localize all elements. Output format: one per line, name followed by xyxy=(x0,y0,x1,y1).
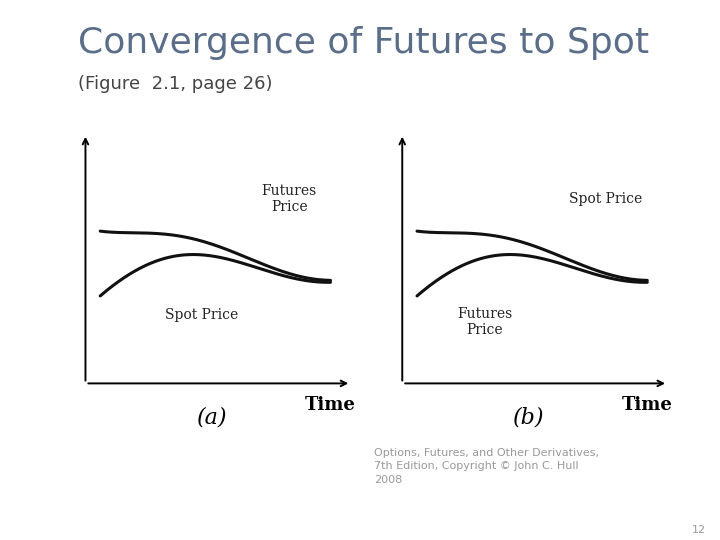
Text: Spot Price: Spot Price xyxy=(165,308,238,322)
Text: Spot Price: Spot Price xyxy=(570,192,642,206)
Text: (Figure  2.1, page 26): (Figure 2.1, page 26) xyxy=(78,75,272,93)
Text: Convergence of Futures to Spot: Convergence of Futures to Spot xyxy=(78,26,649,60)
Text: 12: 12 xyxy=(691,524,706,535)
Text: Time: Time xyxy=(621,396,672,414)
Text: (a): (a) xyxy=(197,407,228,429)
Ellipse shape xyxy=(7,8,58,154)
Text: Futures
Price: Futures Price xyxy=(457,307,513,337)
Text: (b): (b) xyxy=(513,407,545,429)
Text: Time: Time xyxy=(305,396,356,414)
Text: Options, Futures, and Other Derivatives,
7th Edition, Copyright © John C. Hull
2: Options, Futures, and Other Derivatives,… xyxy=(374,448,600,484)
Text: Futures
Price: Futures Price xyxy=(261,184,317,214)
